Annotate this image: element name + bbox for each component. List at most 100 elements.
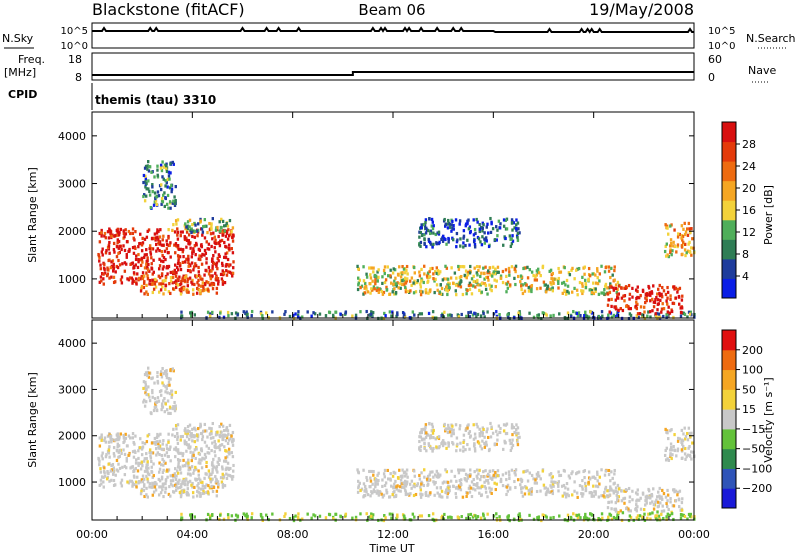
- velocity-cell: [371, 513, 375, 517]
- velocity-cell: [483, 435, 486, 439]
- power-cell: [549, 281, 552, 285]
- power-cell: [100, 231, 103, 235]
- power-cell: [424, 218, 428, 222]
- power-cell: [128, 247, 131, 252]
- power-cell: [356, 264, 359, 268]
- power-cell: [523, 289, 527, 293]
- power-cell: [100, 272, 104, 276]
- power-cell: [103, 262, 106, 266]
- power-cell: [475, 264, 479, 269]
- power-cell: [635, 306, 639, 311]
- power-cell: [672, 240, 675, 244]
- power-cell: [616, 296, 619, 300]
- velocity-cell: [435, 445, 438, 449]
- power-cell: [301, 315, 304, 319]
- power-cell: [137, 252, 140, 257]
- velocity-cell: [466, 476, 470, 480]
- velocity-cell: [652, 487, 655, 491]
- velocity-cell: [174, 455, 177, 459]
- power-cell: [137, 260, 140, 264]
- velocity-cell: [200, 466, 204, 470]
- power-cell: [165, 202, 169, 206]
- power-cell: [539, 273, 542, 278]
- power-cell: [463, 273, 466, 277]
- power-cell: [211, 264, 214, 268]
- power-cell: [139, 232, 142, 236]
- power-cell: [165, 242, 169, 247]
- velocity-cell: [464, 448, 467, 452]
- power-cell: [391, 271, 395, 275]
- colorbar-swatch: [722, 219, 736, 240]
- power-cell: [167, 170, 171, 174]
- velocity-cell: [128, 479, 132, 483]
- velocity-cell: [414, 492, 418, 497]
- colorbar-frame: [721, 329, 737, 509]
- power-cell: [614, 283, 618, 287]
- velocity-cell: [460, 515, 463, 519]
- power-cell: [643, 305, 646, 309]
- power-cell: [612, 313, 616, 318]
- power-cell: [195, 229, 199, 233]
- velocity-cell: [681, 442, 684, 446]
- velocity-cell: [141, 474, 145, 478]
- velocity-cell: [145, 474, 148, 478]
- power-cell: [99, 267, 103, 271]
- velocity-cell: [566, 513, 570, 517]
- power-cell: [520, 287, 523, 292]
- power-cell: [402, 267, 406, 271]
- velocity-cell: [429, 434, 433, 438]
- velocity-cell: [182, 477, 185, 481]
- power-cell: [403, 271, 407, 275]
- power-cell: [423, 233, 426, 237]
- velocity-cell: [589, 512, 592, 516]
- power-cell: [661, 302, 664, 306]
- power-cell: [452, 238, 455, 242]
- power-cell: [102, 277, 105, 281]
- power-cell: [244, 311, 247, 316]
- velocity-cell: [245, 512, 248, 516]
- velocity-cell: [173, 434, 177, 438]
- colorbar-tick-label: 8: [742, 248, 749, 261]
- velocity-cell: [116, 469, 120, 473]
- velocity-cell: [159, 432, 162, 436]
- power-cell: [195, 274, 199, 278]
- velocity-cell: [466, 491, 469, 495]
- power-cell: [134, 230, 137, 234]
- power-cell: [446, 277, 450, 281]
- power-cell: [604, 284, 607, 288]
- power-cell: [383, 280, 387, 285]
- velocity-cell: [405, 472, 408, 476]
- power-cell: [667, 255, 671, 259]
- velocity-cell: [403, 474, 407, 478]
- velocity-cell: [673, 448, 677, 453]
- power-cell: [659, 298, 662, 303]
- velocity-cell: [423, 437, 426, 441]
- power-cell: [690, 227, 693, 231]
- velocity-cell: [552, 480, 555, 484]
- power-cell: [171, 281, 174, 285]
- power-cell: [114, 270, 117, 274]
- velocity-cell: [517, 431, 520, 435]
- power-cell: [144, 164, 148, 169]
- power-cell: [669, 249, 672, 253]
- power-cell: [158, 264, 162, 268]
- power-cell: [567, 291, 571, 295]
- power-cell: [168, 177, 171, 181]
- power-cell: [427, 311, 431, 316]
- velocity-cell: [146, 366, 150, 370]
- power-cell: [403, 313, 406, 317]
- velocity-cell: [100, 482, 103, 486]
- velocity-cell: [169, 368, 172, 372]
- velocity-cell: [156, 451, 160, 455]
- velocity-cell: [545, 515, 548, 519]
- velocity-cell: [628, 500, 631, 504]
- power-cell: [504, 268, 508, 272]
- power-cell: [670, 244, 673, 248]
- power-cell: [416, 279, 420, 283]
- power-cell: [420, 233, 424, 238]
- velocity-cell: [666, 499, 669, 503]
- power-cell: [365, 272, 368, 276]
- power-cell: [538, 271, 541, 275]
- power-cell: [681, 294, 684, 298]
- velocity-cell: [162, 372, 165, 376]
